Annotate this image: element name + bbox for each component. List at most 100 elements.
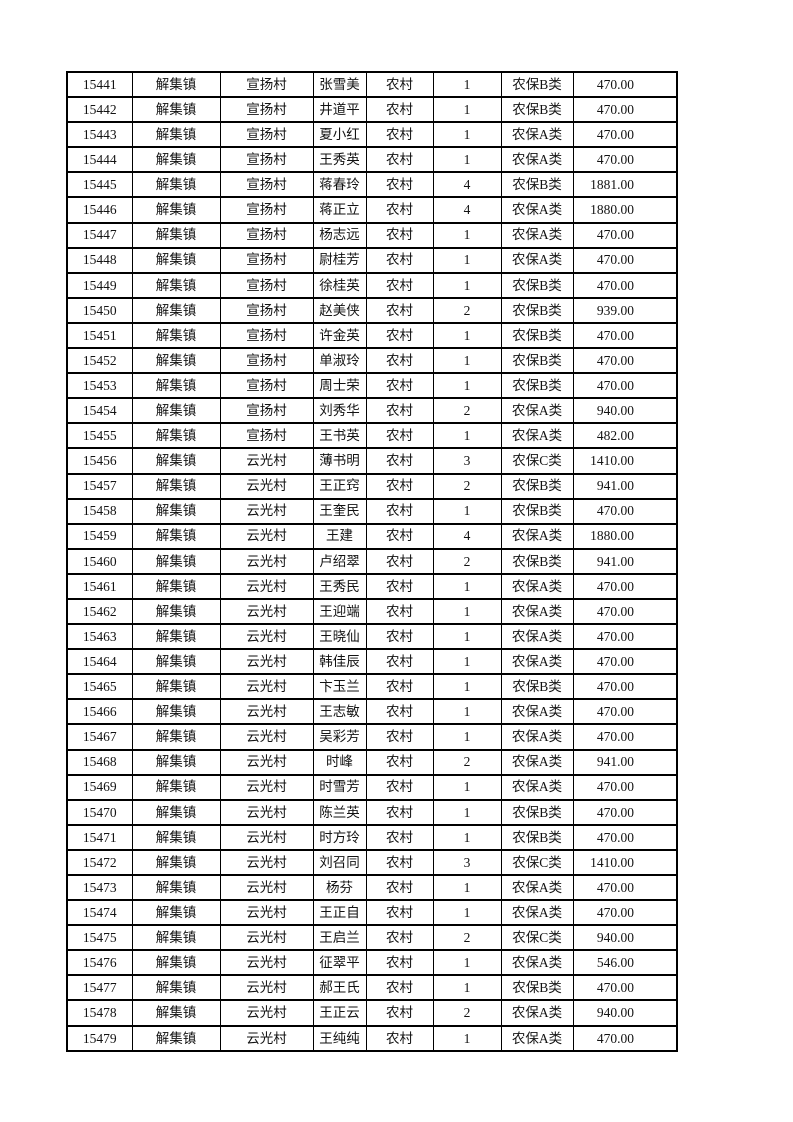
cell-insurance-type: 农保A类 <box>500 899 574 927</box>
cell-insurance-type: 农保B类 <box>500 271 574 299</box>
cell-person-name: 王书英 <box>312 422 367 450</box>
cell-category: 农村 <box>365 597 434 626</box>
cell-town: 解集镇 <box>131 1024 221 1053</box>
cell-row-id: 15450 <box>66 296 133 324</box>
cell-category: 农村 <box>365 422 434 450</box>
cell-person-name: 王秀民 <box>312 572 367 600</box>
cell-insurance-type: 农保A类 <box>500 522 574 550</box>
cell-category: 农村 <box>365 70 434 99</box>
cell-person-name: 陈兰英 <box>312 798 367 826</box>
cell-town: 解集镇 <box>131 547 221 575</box>
cell-person-name: 周士荣 <box>312 372 367 400</box>
cell-person-name: 王建 <box>312 522 367 550</box>
cell-village: 云光村 <box>219 974 314 1002</box>
table-row: 15460 解集镇 云光村 卢绍翠 农村 2 农保B类 941.00 <box>66 547 678 575</box>
cell-person-count: 3 <box>432 447 502 475</box>
table-row: 15458 解集镇 云光村 王奎民 农村 1 农保B类 470.00 <box>66 497 678 525</box>
table-row: 15450 解集镇 宣扬村 赵美侠 农村 2 农保B类 939.00 <box>66 296 678 324</box>
cell-village: 云光村 <box>219 698 314 726</box>
cell-town: 解集镇 <box>131 597 221 626</box>
cell-person-name: 王志敏 <box>312 698 367 726</box>
cell-person-count: 2 <box>432 472 502 500</box>
cell-category: 农村 <box>365 748 434 776</box>
cell-village: 宣扬村 <box>219 96 314 124</box>
table-row: 15442 解集镇 宣扬村 井道平 农村 1 农保B类 470.00 <box>66 96 678 124</box>
cell-town: 解集镇 <box>131 673 221 701</box>
cell-row-id: 15447 <box>66 221 133 249</box>
cell-town: 解集镇 <box>131 773 221 801</box>
cell-row-id: 15460 <box>66 547 133 575</box>
cell-town: 解集镇 <box>131 70 221 99</box>
cell-person-name: 时方玲 <box>312 823 367 851</box>
cell-person-name: 单淑玲 <box>312 347 367 375</box>
cell-category: 农村 <box>365 221 434 249</box>
table-row: 15449 解集镇 宣扬村 徐桂英 农村 1 农保B类 470.00 <box>66 271 678 299</box>
table-row: 15444 解集镇 宣扬村 王秀英 农村 1 农保A类 470.00 <box>66 146 678 174</box>
cell-village: 云光村 <box>219 924 314 952</box>
cell-amount: 470.00 <box>572 372 678 400</box>
cell-amount: 470.00 <box>572 648 678 676</box>
cell-category: 农村 <box>365 196 434 224</box>
cell-person-name: 王迎端 <box>312 597 367 626</box>
cell-person-name: 尉桂芳 <box>312 246 367 274</box>
cell-village: 云光村 <box>219 873 314 902</box>
cell-village: 云光村 <box>219 572 314 600</box>
cell-town: 解集镇 <box>131 748 221 776</box>
cell-category: 农村 <box>365 648 434 676</box>
cell-town: 解集镇 <box>131 522 221 550</box>
cell-category: 农村 <box>365 1024 434 1053</box>
cell-person-count: 4 <box>432 196 502 224</box>
cell-village: 云光村 <box>219 597 314 626</box>
cell-insurance-type: 农保A类 <box>500 1024 574 1053</box>
cell-category: 农村 <box>365 572 434 600</box>
cell-category: 农村 <box>365 171 434 199</box>
cell-amount: 470.00 <box>572 121 678 149</box>
cell-amount: 1410.00 <box>572 447 678 475</box>
table-row: 15445 解集镇 宣扬村 蒋春玲 农村 4 农保B类 1881.00 <box>66 171 678 199</box>
cell-insurance-type: 农保B类 <box>500 296 574 324</box>
table-row: 15451 解集镇 宣扬村 许金英 农村 1 农保B类 470.00 <box>66 321 678 350</box>
cell-insurance-type: 农保B类 <box>500 96 574 124</box>
cell-village: 宣扬村 <box>219 171 314 199</box>
table-row: 15476 解集镇 云光村 征翠平 农村 1 农保A类 546.00 <box>66 949 678 977</box>
cell-insurance-type: 农保A类 <box>500 221 574 249</box>
cell-row-id: 15469 <box>66 773 133 801</box>
cell-person-name: 井道平 <box>312 96 367 124</box>
cell-village: 云光村 <box>219 848 314 877</box>
cell-person-count: 1 <box>432 221 502 249</box>
table-row: 15446 解集镇 宣扬村 蒋正立 农村 4 农保A类 1880.00 <box>66 196 678 224</box>
cell-village: 云光村 <box>219 899 314 927</box>
cell-person-count: 3 <box>432 848 502 877</box>
cell-row-id: 15471 <box>66 823 133 851</box>
table-row: 15473 解集镇 云光村 杨芬 农村 1 农保A类 470.00 <box>66 873 678 902</box>
table-row: 15479 解集镇 云光村 王纯纯 农村 1 农保A类 470.00 <box>66 1024 678 1053</box>
cell-insurance-type: 农保B类 <box>500 472 574 500</box>
cell-person-name: 时峰 <box>312 748 367 776</box>
cell-person-count: 1 <box>432 572 502 600</box>
cell-row-id: 15449 <box>66 271 133 299</box>
cell-person-name: 时雪芳 <box>312 773 367 801</box>
cell-insurance-type: 农保A类 <box>500 422 574 450</box>
table-row: 15466 解集镇 云光村 王志敏 农村 1 农保A类 470.00 <box>66 698 678 726</box>
table-row: 15443 解集镇 宣扬村 夏小红 农村 1 农保A类 470.00 <box>66 121 678 149</box>
cell-town: 解集镇 <box>131 196 221 224</box>
cell-category: 农村 <box>365 447 434 475</box>
cell-person-count: 4 <box>432 171 502 199</box>
cell-person-count: 1 <box>432 121 502 149</box>
cell-person-count: 1 <box>432 497 502 525</box>
cell-insurance-type: 农保A类 <box>500 572 574 600</box>
insurance-record-table: 15441 解集镇 宣扬村 张雪美 农村 1 农保B类 470.00 15442 解集镇 宣扬村 井道… <box>66 70 678 1053</box>
cell-town: 解集镇 <box>131 999 221 1027</box>
cell-row-id: 15475 <box>66 924 133 952</box>
cell-category: 农村 <box>365 347 434 375</box>
cell-town: 解集镇 <box>131 949 221 977</box>
cell-amount: 470.00 <box>572 723 678 751</box>
cell-person-name: 王正自 <box>312 899 367 927</box>
cell-village: 宣扬村 <box>219 397 314 425</box>
table-row: 15463 解集镇 云光村 王晓仙 农村 1 农保A类 470.00 <box>66 623 678 651</box>
cell-person-name: 韩佳辰 <box>312 648 367 676</box>
cell-town: 解集镇 <box>131 146 221 174</box>
cell-person-name: 卢绍翠 <box>312 547 367 575</box>
cell-amount: 470.00 <box>572 698 678 726</box>
cell-insurance-type: 农保A类 <box>500 723 574 751</box>
